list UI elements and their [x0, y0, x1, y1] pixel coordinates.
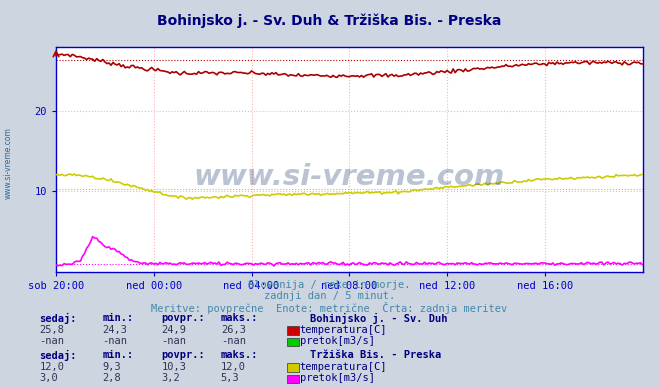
- Text: maks.:: maks.:: [221, 313, 258, 323]
- Text: min.:: min.:: [102, 313, 133, 323]
- Text: temperatura[C]: temperatura[C]: [300, 325, 387, 335]
- Text: sedaj:: sedaj:: [40, 350, 77, 361]
- Text: temperatura[C]: temperatura[C]: [300, 362, 387, 372]
- Text: pretok[m3/s]: pretok[m3/s]: [300, 373, 375, 383]
- Text: 12,0: 12,0: [221, 362, 246, 372]
- Text: Slovenija / reke in morje.: Slovenija / reke in morje.: [248, 280, 411, 290]
- Text: povpr.:: povpr.:: [161, 313, 205, 323]
- Text: 25,8: 25,8: [40, 325, 65, 335]
- Text: Meritve: povprečne  Enote: metrične  Črta: zadnja meritev: Meritve: povprečne Enote: metrične Črta:…: [152, 302, 507, 314]
- Text: www.si-vreme.com: www.si-vreme.com: [4, 127, 13, 199]
- Text: 24,3: 24,3: [102, 325, 127, 335]
- Text: 9,3: 9,3: [102, 362, 121, 372]
- Text: Bohinjsko j. - Sv. Duh & Tržiška Bis. - Preska: Bohinjsko j. - Sv. Duh & Tržiška Bis. - …: [158, 14, 501, 28]
- Text: 24,9: 24,9: [161, 325, 186, 335]
- Text: 2,8: 2,8: [102, 373, 121, 383]
- Text: min.:: min.:: [102, 350, 133, 360]
- Text: maks.:: maks.:: [221, 350, 258, 360]
- Text: 26,3: 26,3: [221, 325, 246, 335]
- Text: pretok[m3/s]: pretok[m3/s]: [300, 336, 375, 346]
- Text: Bohinjsko j. - Sv. Duh: Bohinjsko j. - Sv. Duh: [310, 313, 447, 324]
- Text: Tržiška Bis. - Preska: Tržiška Bis. - Preska: [310, 350, 441, 360]
- Text: -nan: -nan: [161, 336, 186, 346]
- Text: 12,0: 12,0: [40, 362, 65, 372]
- Text: sedaj:: sedaj:: [40, 313, 77, 324]
- Text: 3,2: 3,2: [161, 373, 180, 383]
- Text: 5,3: 5,3: [221, 373, 239, 383]
- Text: zadnji dan / 5 minut.: zadnji dan / 5 minut.: [264, 291, 395, 301]
- Text: 10,3: 10,3: [161, 362, 186, 372]
- Text: -nan: -nan: [40, 336, 65, 346]
- Text: povpr.:: povpr.:: [161, 350, 205, 360]
- Text: -nan: -nan: [102, 336, 127, 346]
- Text: 3,0: 3,0: [40, 373, 58, 383]
- Text: www.si-vreme.com: www.si-vreme.com: [194, 163, 505, 191]
- Text: -nan: -nan: [221, 336, 246, 346]
